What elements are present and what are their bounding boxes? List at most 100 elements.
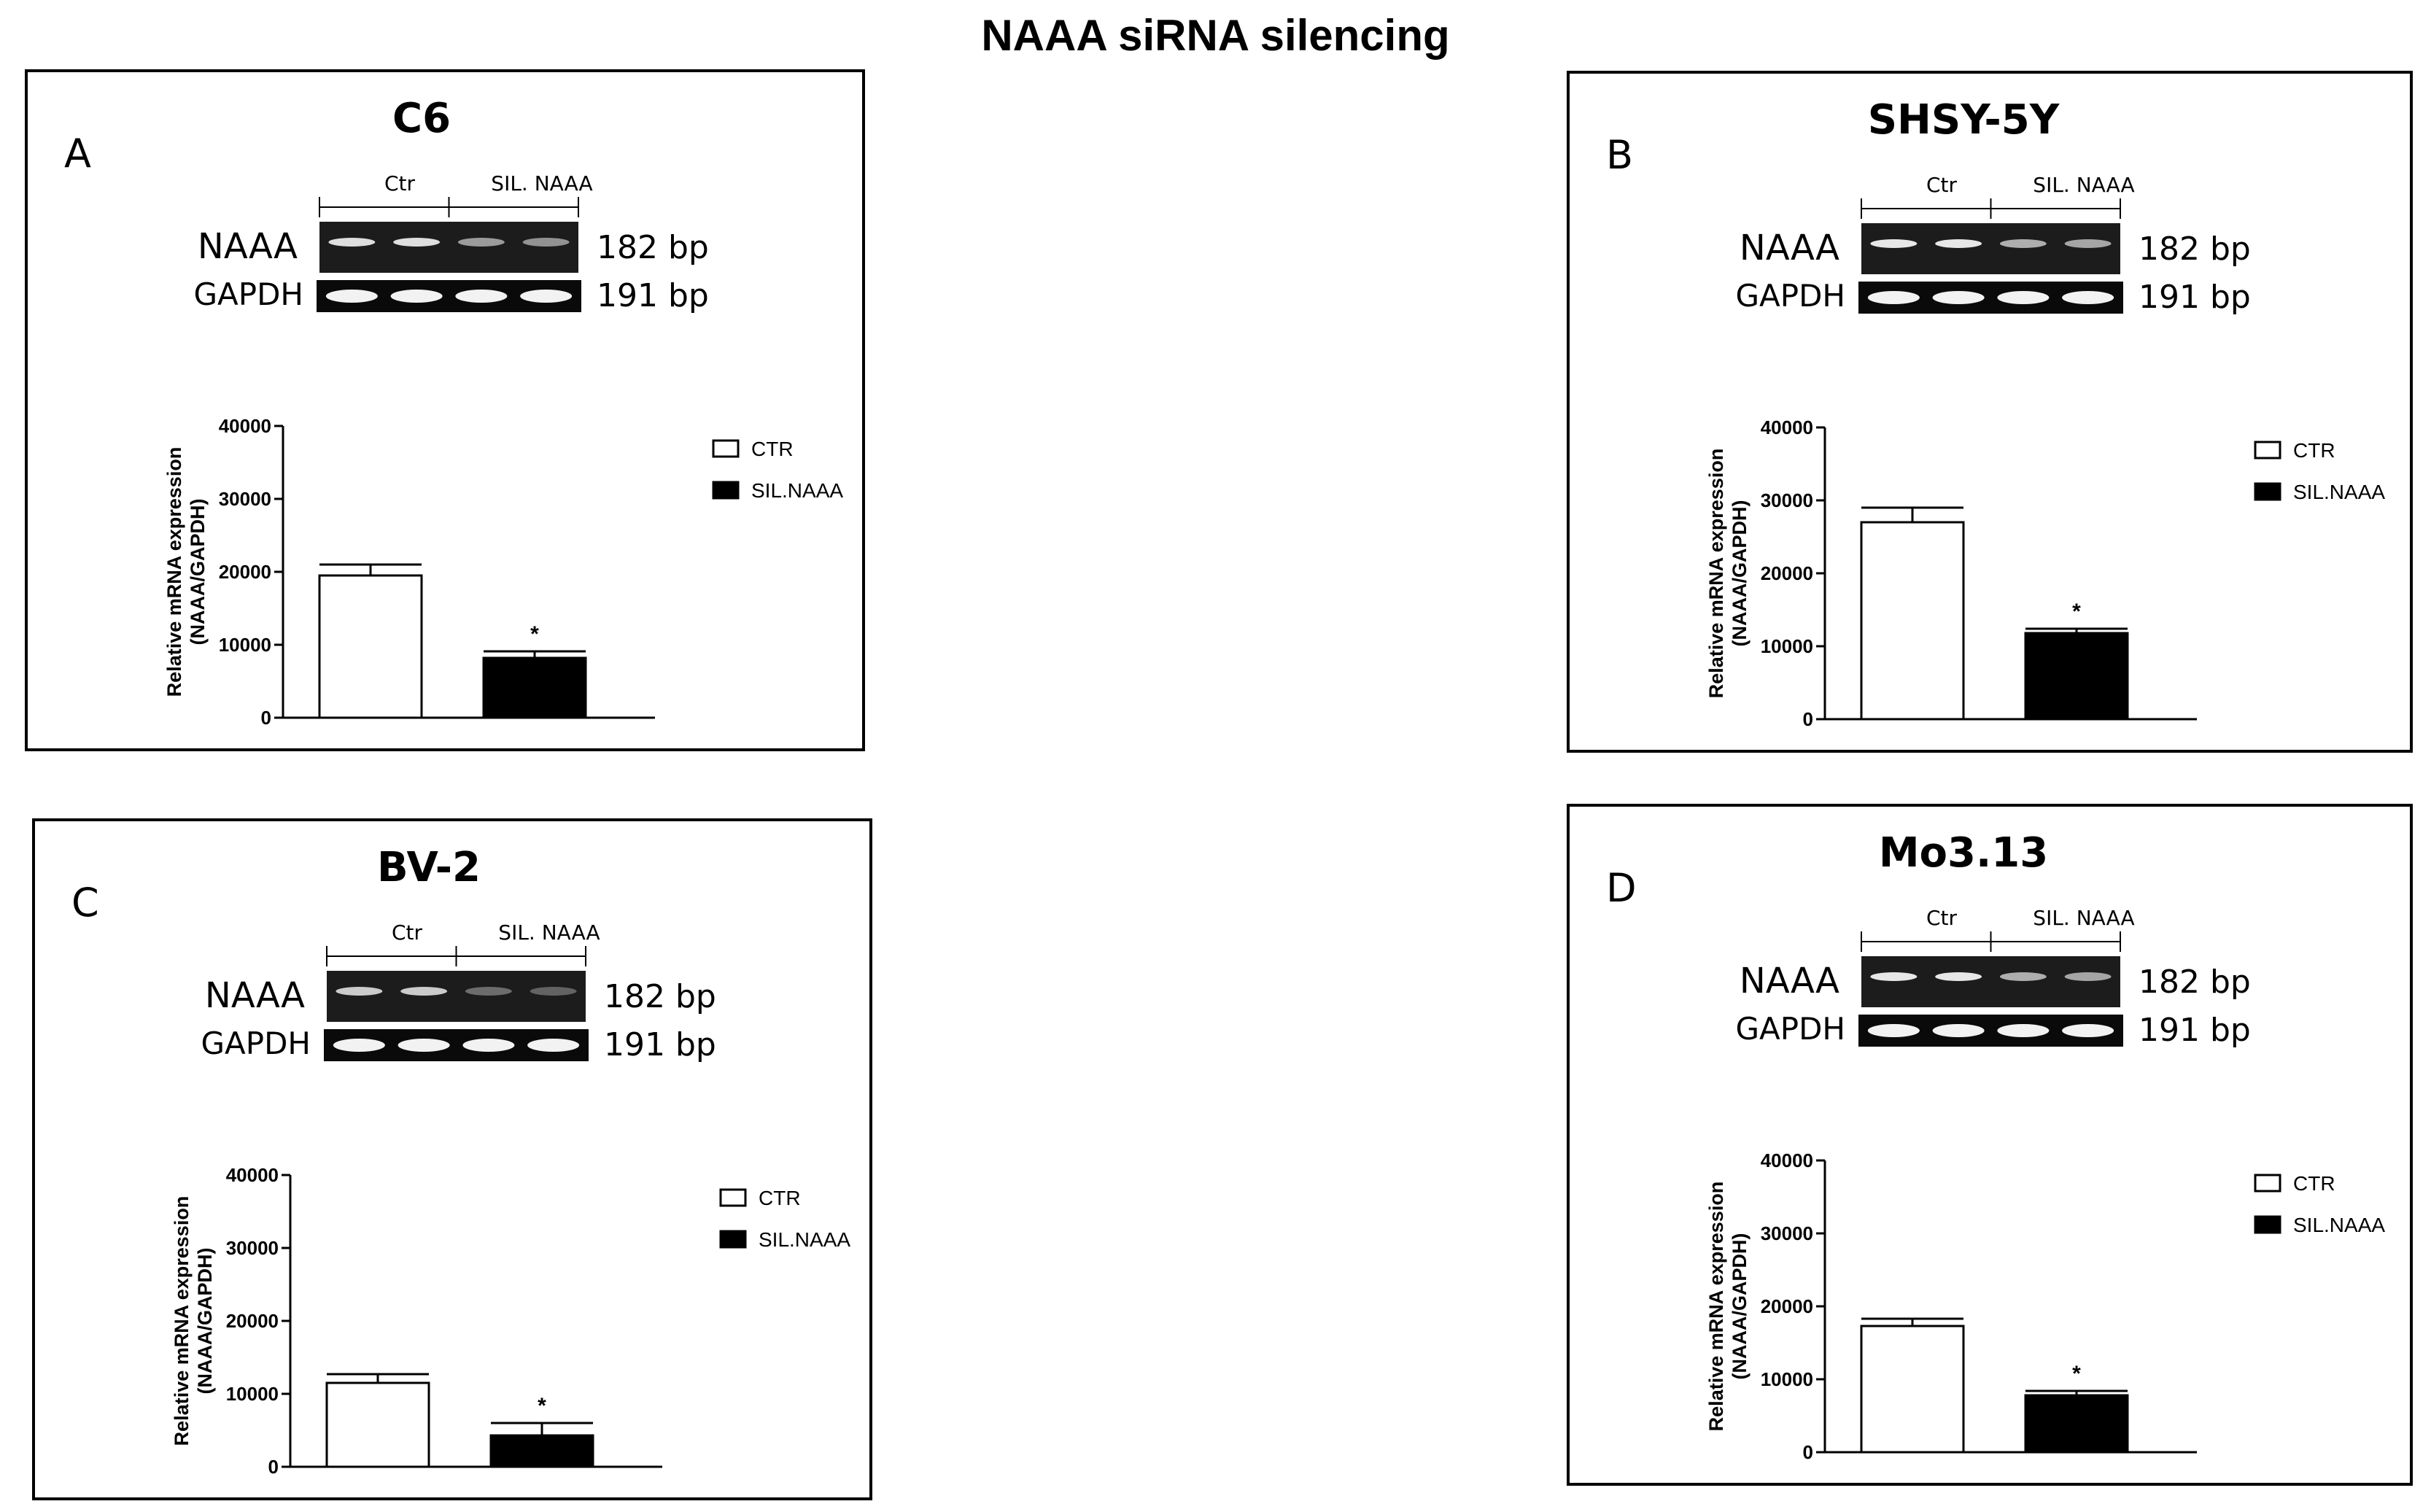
panel-letter: C [71, 880, 99, 926]
gel-row-gapdh-label: GAPDH [1735, 278, 1845, 314]
naaa-band [457, 238, 505, 247]
naaa-band [1870, 239, 1918, 248]
gapdh-band [1997, 291, 2050, 304]
y-tick-label: 0 [261, 707, 271, 729]
gel-size-gapdh: 191 bp [604, 1026, 716, 1063]
bar-sil-naaa [2024, 632, 2129, 721]
gapdh-band [333, 1039, 385, 1052]
legend-swatch [2254, 482, 2281, 501]
naaa-band [530, 987, 577, 996]
y-tick-label: 30000 [226, 1237, 279, 1259]
y-tick-label: 20000 [1761, 1295, 1813, 1317]
gapdh-band [1997, 1024, 2050, 1037]
figure-title: NAAA siRNA silencing [981, 11, 1450, 60]
y-tick-label: 20000 [226, 1310, 279, 1332]
y-axis-label: (NAAA/GAPDH) [1729, 1233, 1750, 1380]
gel-group-sil-label: SIL. NAAA [2033, 906, 2134, 930]
legend-label: SIL.NAAA [751, 479, 843, 502]
gapdh-band [390, 290, 443, 303]
y-tick-label: 0 [1803, 708, 1813, 730]
gel-group-ctr-label: Ctr [1926, 906, 1958, 930]
legend-label: SIL.NAAA [2293, 1214, 2385, 1236]
gel-size-gapdh: 191 bp [597, 277, 709, 314]
gapdh-band [398, 1039, 450, 1052]
gel-row-gapdh-label: GAPDH [193, 276, 303, 312]
legend-swatch [2254, 441, 2281, 460]
bar-ctr [1860, 521, 1965, 721]
gapdh-band [2062, 1024, 2114, 1037]
naaa-gel-strip [319, 222, 578, 273]
legend-swatch [712, 439, 740, 458]
naaa-band [400, 987, 448, 996]
gapdh-band [2062, 291, 2114, 304]
naaa-band [1870, 972, 1918, 981]
gel-group-ctr-label: Ctr [1926, 173, 1958, 197]
gapdh-band [1932, 1024, 1985, 1037]
legend-label: CTR [2293, 439, 2335, 462]
y-tick-label: 10000 [1761, 635, 1813, 657]
y-axis-label: (NAAA/GAPDH) [1729, 500, 1750, 647]
naaa-gel-strip [1861, 223, 2120, 274]
legend-label: CTR [759, 1187, 801, 1209]
significance-marker: * [2072, 1362, 2081, 1386]
y-tick-label: 40000 [1761, 1149, 1813, 1171]
gapdh-band [325, 290, 378, 303]
panel-d-figure: D Mo3.13 Ctr SIL. NAAA NAAA GAPDH 182 bp 191 bp… [1606, 829, 2385, 1463]
legend-swatch [2254, 1174, 2281, 1193]
naaa-band [336, 987, 383, 996]
legend-label: CTR [2293, 1172, 2335, 1195]
naaa-band [2064, 239, 2112, 248]
panel-letter: B [1606, 132, 1633, 178]
gel-size-naaa: 182 bp [2139, 230, 2251, 268]
y-axis-label: Relative mRNA expression [1705, 449, 1727, 699]
y-tick-label: 20000 [219, 561, 271, 583]
cell-line-title: SHSY-5Y [1868, 96, 2060, 144]
naaa-gel-strip [1861, 956, 2120, 1007]
gel-row-naaa-label: NAAA [198, 226, 298, 267]
naaa-band [522, 238, 570, 247]
panel-c-figure: C BV-2 Ctr SIL. NAAA NAAA GAPDH 182 bp 191 bp 0 1… [71, 844, 850, 1478]
gel-group-sil-label: SIL. NAAA [491, 171, 592, 195]
naaa-band [328, 238, 376, 247]
gel-size-naaa: 182 bp [2139, 964, 2251, 1001]
y-tick-label: 30000 [1761, 1222, 1813, 1244]
y-tick-label: 0 [268, 1456, 279, 1478]
gel-row-gapdh-label: GAPDH [201, 1026, 311, 1061]
gapdh-band [1867, 1024, 1920, 1037]
panel-c: C BV-2 Ctr SIL. NAAA NAAA GAPDH 182 bp 191 bp 0 1… [32, 818, 872, 1500]
panel-letter: D [1606, 865, 1637, 911]
panel-b-figure: B SHSY-5Y Ctr SIL. NAAA NAAA GAPDH 182 bp 191 b… [1606, 96, 2385, 730]
y-tick-label: 10000 [219, 634, 271, 656]
naaa-band [393, 238, 441, 247]
y-axis-label: Relative mRNA expression [163, 447, 185, 697]
legend-swatch [719, 1230, 747, 1249]
y-tick-label: 30000 [1761, 489, 1813, 511]
y-axis-label: (NAAA/GAPDH) [187, 499, 209, 645]
y-axis-label: Relative mRNA expression [1705, 1182, 1727, 1432]
y-tick-label: 40000 [226, 1164, 279, 1186]
naaa-band [1999, 239, 2047, 248]
panel-b: B SHSY-5Y Ctr SIL. NAAA NAAA GAPDH 182 bp 191 b… [1567, 71, 2413, 753]
y-tick-label: 10000 [1761, 1368, 1813, 1390]
significance-marker: * [2072, 600, 2081, 624]
panel-d: D Mo3.13 Ctr SIL. NAAA NAAA GAPDH 182 bp 191 bp… [1567, 804, 2413, 1486]
gel-size-gapdh: 191 bp [2139, 279, 2251, 316]
gapdh-band [1932, 291, 1985, 304]
gel-row-gapdh-label: GAPDH [1735, 1011, 1845, 1047]
y-axis-label: (NAAA/GAPDH) [194, 1248, 216, 1395]
naaa-band [1935, 972, 1982, 981]
gel-size-naaa: 182 bp [604, 978, 716, 1015]
y-tick-label: 20000 [1761, 562, 1813, 584]
panel-letter: A [64, 131, 91, 177]
gel-group-sil-label: SIL. NAAA [2033, 173, 2134, 197]
legend-swatch [2254, 1215, 2281, 1234]
legend-swatch [712, 481, 740, 500]
bar-ctr [1860, 1325, 1965, 1454]
naaa-band [465, 987, 512, 996]
y-axis-label: Relative mRNA expression [171, 1196, 193, 1446]
legend-label: SIL.NAAA [2293, 481, 2385, 503]
naaa-gel-strip [327, 971, 586, 1022]
bar-sil-naaa [489, 1434, 594, 1468]
gapdh-band [462, 1039, 515, 1052]
naaa-band [1935, 239, 1982, 248]
